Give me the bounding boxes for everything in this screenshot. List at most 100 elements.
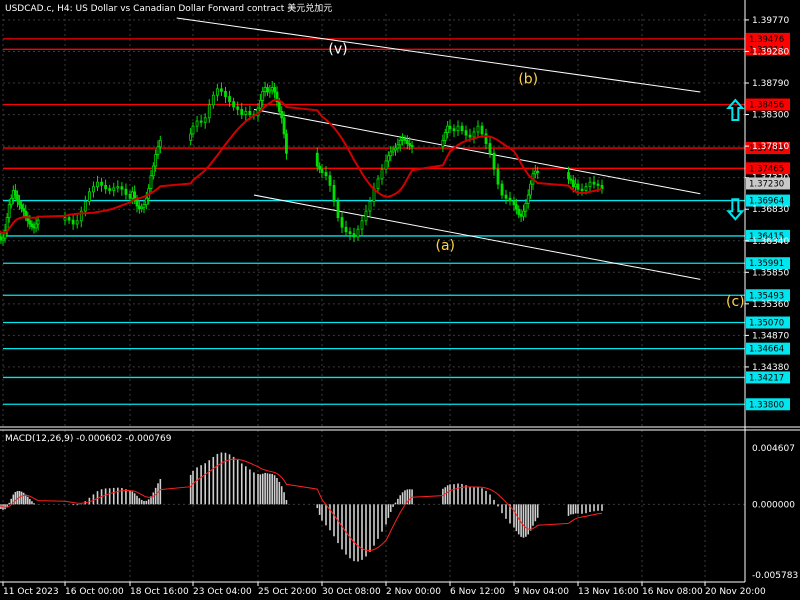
price-tick-label: 1.35850 bbox=[752, 268, 789, 278]
candle-body bbox=[464, 130, 468, 136]
horizontal-levels[interactable] bbox=[3, 38, 745, 405]
resistance-level-value: 1.37780 bbox=[749, 144, 784, 154]
candle-body bbox=[203, 117, 207, 123]
candle-body bbox=[328, 175, 332, 186]
candle-body bbox=[391, 149, 395, 153]
candle-body bbox=[236, 106, 240, 110]
channel-line bbox=[253, 194, 701, 280]
candle-body bbox=[228, 96, 231, 103]
candle-body bbox=[352, 233, 356, 238]
time-axis[interactable]: 11 Oct 2023 16 Oct 00:00 18 Oct 16:00 23 Oc… bbox=[2, 582, 766, 597]
candle-body bbox=[348, 231, 352, 235]
candle-body bbox=[514, 204, 518, 210]
candle-body bbox=[137, 205, 141, 209]
price-tick-label: 1.36830 bbox=[752, 205, 789, 215]
candle-body bbox=[273, 87, 276, 93]
wave-label: (c) bbox=[726, 294, 745, 310]
arrow-down-icon bbox=[726, 198, 745, 221]
candle-body bbox=[108, 188, 112, 191]
candle-body bbox=[567, 172, 570, 180]
candle-body bbox=[318, 165, 322, 170]
candle-body bbox=[384, 160, 388, 170]
candle-body bbox=[142, 204, 146, 208]
candle-body bbox=[199, 120, 203, 123]
candle-body bbox=[116, 186, 120, 189]
support-level-tag bbox=[746, 257, 790, 270]
candle-body bbox=[112, 187, 116, 191]
support-level-tag bbox=[746, 398, 790, 411]
candle-body bbox=[410, 145, 414, 148]
candle-body bbox=[512, 200, 516, 206]
time-tick-label: 18 Oct 16:00 bbox=[130, 587, 189, 597]
candle-body bbox=[488, 143, 492, 154]
candle-body bbox=[320, 168, 324, 173]
candle-body bbox=[63, 217, 67, 221]
candle-body bbox=[386, 155, 390, 162]
trend-channel[interactable] bbox=[176, 17, 701, 280]
time-tick-label: 2 Nov 00:00 bbox=[386, 587, 441, 597]
macd-label: MACD(12,26,9) -0.000602 -0.000769 bbox=[5, 434, 172, 444]
candle-body bbox=[71, 219, 75, 225]
time-tick-label: 11 Oct 2023 bbox=[3, 587, 59, 597]
candle-body bbox=[18, 200, 21, 206]
current-price-value: 1.37230 bbox=[749, 179, 784, 189]
candle-body bbox=[504, 194, 508, 199]
candle-body bbox=[574, 183, 578, 188]
candle-body bbox=[576, 183, 580, 190]
candle-body bbox=[332, 184, 336, 202]
time-tick-label: 9 Nov 04:00 bbox=[514, 587, 569, 597]
time-tick-label: 16 Nov 08:00 bbox=[642, 587, 703, 597]
candle-body bbox=[266, 87, 269, 93]
support-level-value: 1.34664 bbox=[749, 345, 784, 355]
candle-body bbox=[285, 133, 288, 154]
candle-body bbox=[263, 87, 267, 92]
candle-body bbox=[524, 203, 528, 212]
candle-body bbox=[104, 184, 108, 190]
candle-body bbox=[135, 199, 139, 207]
resistance-level-value: 1.39476 bbox=[749, 35, 784, 45]
support-level-value: 1.33800 bbox=[749, 400, 784, 410]
time-tick-label: 30 Oct 08:00 bbox=[322, 587, 381, 597]
candle-body bbox=[443, 132, 447, 141]
wave-labels: (v) (a) (b) (c) bbox=[328, 41, 744, 309]
support-level-tag bbox=[746, 289, 790, 302]
price-tick-label: 1.37810 bbox=[752, 142, 789, 152]
time-tick-label: 6 Nov 12:00 bbox=[450, 587, 505, 597]
resistance-level-tag bbox=[746, 43, 790, 56]
candle-body bbox=[517, 208, 521, 215]
candle-body bbox=[380, 168, 384, 180]
resistance-level-tag bbox=[746, 162, 790, 175]
support-level-value: 1.35493 bbox=[749, 291, 784, 301]
candle-body bbox=[87, 191, 91, 202]
candle-body bbox=[261, 90, 265, 101]
candle-body bbox=[128, 193, 132, 199]
candle-body bbox=[120, 186, 124, 190]
support-level-value: 1.34217 bbox=[749, 373, 784, 383]
candle-body bbox=[401, 138, 404, 141]
candle-body bbox=[496, 168, 500, 185]
arrow-up-icon bbox=[726, 98, 745, 122]
arrows bbox=[726, 98, 745, 221]
resistance-level-tag bbox=[746, 142, 790, 155]
candle-body bbox=[526, 194, 530, 204]
candle-body bbox=[315, 152, 319, 167]
candle-body bbox=[224, 90, 227, 97]
candle-body bbox=[191, 125, 195, 135]
candle-body bbox=[1, 237, 5, 241]
time-tick-label: 16 Oct 00:00 bbox=[65, 587, 124, 597]
candle-body bbox=[36, 219, 40, 225]
wave-label: (v) bbox=[328, 41, 347, 57]
candle-body bbox=[277, 101, 281, 112]
support-level-tag bbox=[746, 371, 790, 384]
candle-body bbox=[270, 87, 274, 91]
candle-body bbox=[344, 226, 348, 233]
candle-body bbox=[3, 230, 7, 239]
support-level-tag bbox=[746, 342, 790, 355]
macd-axis: 0.004607 0.000000 -0.005783 bbox=[752, 444, 798, 581]
candle-body bbox=[452, 128, 456, 132]
candle-body bbox=[232, 101, 236, 108]
